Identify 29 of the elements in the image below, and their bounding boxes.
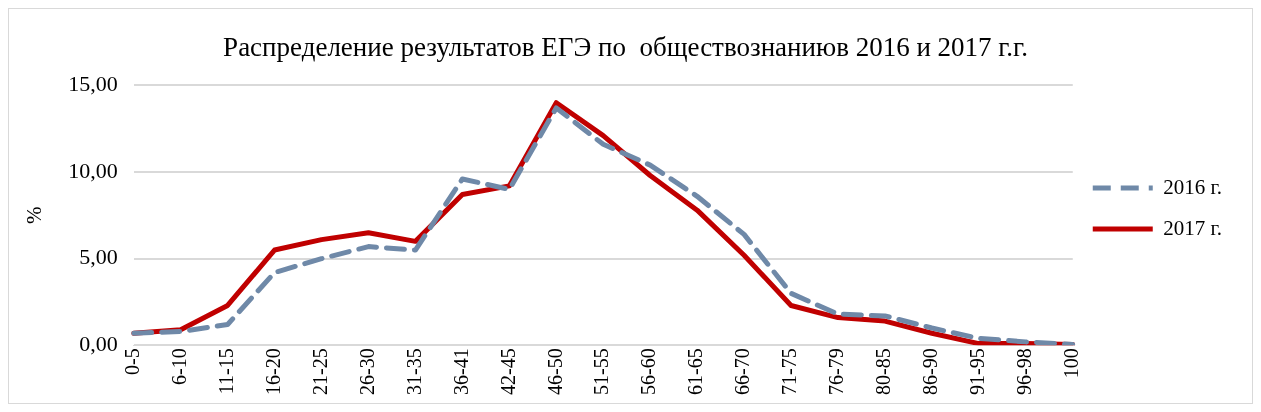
x-tick-label: 36-41 xyxy=(449,348,472,396)
x-tick-label: 11-15 xyxy=(214,348,237,395)
x-tick-label: 0-5 xyxy=(120,348,143,376)
x-tick-label: 76-79 xyxy=(825,348,848,396)
y-tick-label: 15,00 xyxy=(68,71,118,97)
x-tick-label: 91-95 xyxy=(966,348,989,396)
x-tick-label: 56-60 xyxy=(637,348,660,396)
legend-label: 2017 г. xyxy=(1163,215,1223,240)
chart-title: Распределение результатов ЕГЭ по обществознаниюв 2016 и 2017 г.г. xyxy=(223,32,1028,63)
x-tick-label: 46-50 xyxy=(543,348,566,396)
x-tick-label: 42-45 xyxy=(496,348,519,396)
x-tick-label: 16-20 xyxy=(261,348,284,396)
x-tick-label: 80-85 xyxy=(872,348,895,396)
y-tick-label: 5,00 xyxy=(79,244,118,270)
x-tick-label: 86-90 xyxy=(919,348,942,396)
x-tick-label: 61-65 xyxy=(684,348,707,396)
x-tick-label: 66-70 xyxy=(731,348,754,396)
x-tick-label: 100 xyxy=(1060,348,1083,379)
y-axis-title: % xyxy=(22,206,47,225)
legend-label: 2016 г. xyxy=(1163,174,1223,199)
x-tick-label: 71-75 xyxy=(778,348,801,396)
x-tick-label: 96-98 xyxy=(1013,348,1036,396)
x-tick-label: 21-25 xyxy=(308,348,331,396)
x-tick-label: 51-55 xyxy=(590,348,613,396)
y-tick-label: 0,00 xyxy=(79,331,118,357)
y-tick-label: 10,00 xyxy=(68,157,118,183)
x-tick-label: 31-35 xyxy=(402,348,425,396)
x-tick-label: 6-10 xyxy=(167,348,190,386)
x-tick-label: 26-30 xyxy=(355,348,378,396)
